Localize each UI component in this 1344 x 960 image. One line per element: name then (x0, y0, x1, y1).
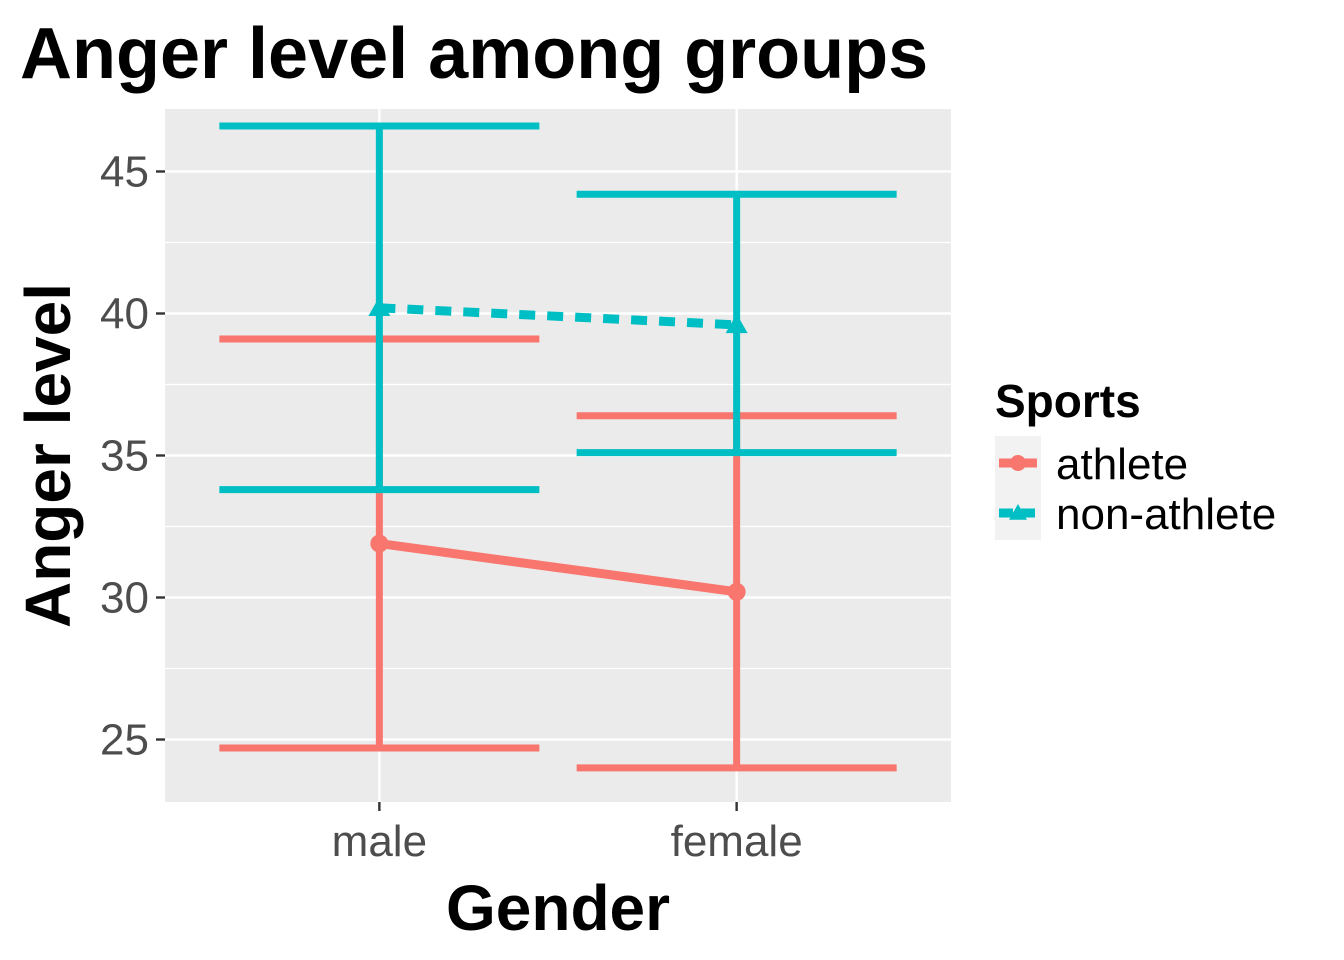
legend-key-background (995, 436, 1041, 540)
series-non-athlete (219, 122, 897, 494)
x-tick-label: male (332, 817, 427, 866)
plot-area (165, 109, 951, 802)
point-athlete (727, 582, 746, 601)
y-tick-label: 30 (100, 574, 149, 623)
chart-title: Anger level among groups (20, 14, 928, 94)
y-tick-label: 40 (100, 289, 149, 338)
x-tick-label: female (671, 817, 803, 866)
y-axis-title: Anger level (12, 283, 84, 628)
grid-minor (165, 241, 951, 670)
y-tick-label: 25 (100, 716, 149, 765)
y-axis: 25 30 35 40 45 (100, 147, 165, 765)
point-non-athlete (368, 296, 391, 317)
y-tick-label: 45 (100, 147, 149, 196)
point-non-athlete (725, 313, 748, 334)
legend-key-marker-athlete (1010, 455, 1026, 471)
legend-title: Sports (995, 375, 1141, 427)
series-layer (219, 122, 897, 772)
y-tick-label: 35 (100, 432, 149, 481)
legend-label-athlete: athlete (1056, 440, 1188, 489)
series-line-non-athlete (379, 303, 737, 330)
x-axis-title: Gender (446, 872, 670, 944)
legend-label-non-athlete: non-athlete (1056, 490, 1276, 539)
legend-key-marker-non-athlete (1009, 504, 1027, 520)
series-line-athlete (378, 539, 738, 597)
x-axis: male female (332, 802, 803, 866)
point-athlete (370, 534, 389, 553)
